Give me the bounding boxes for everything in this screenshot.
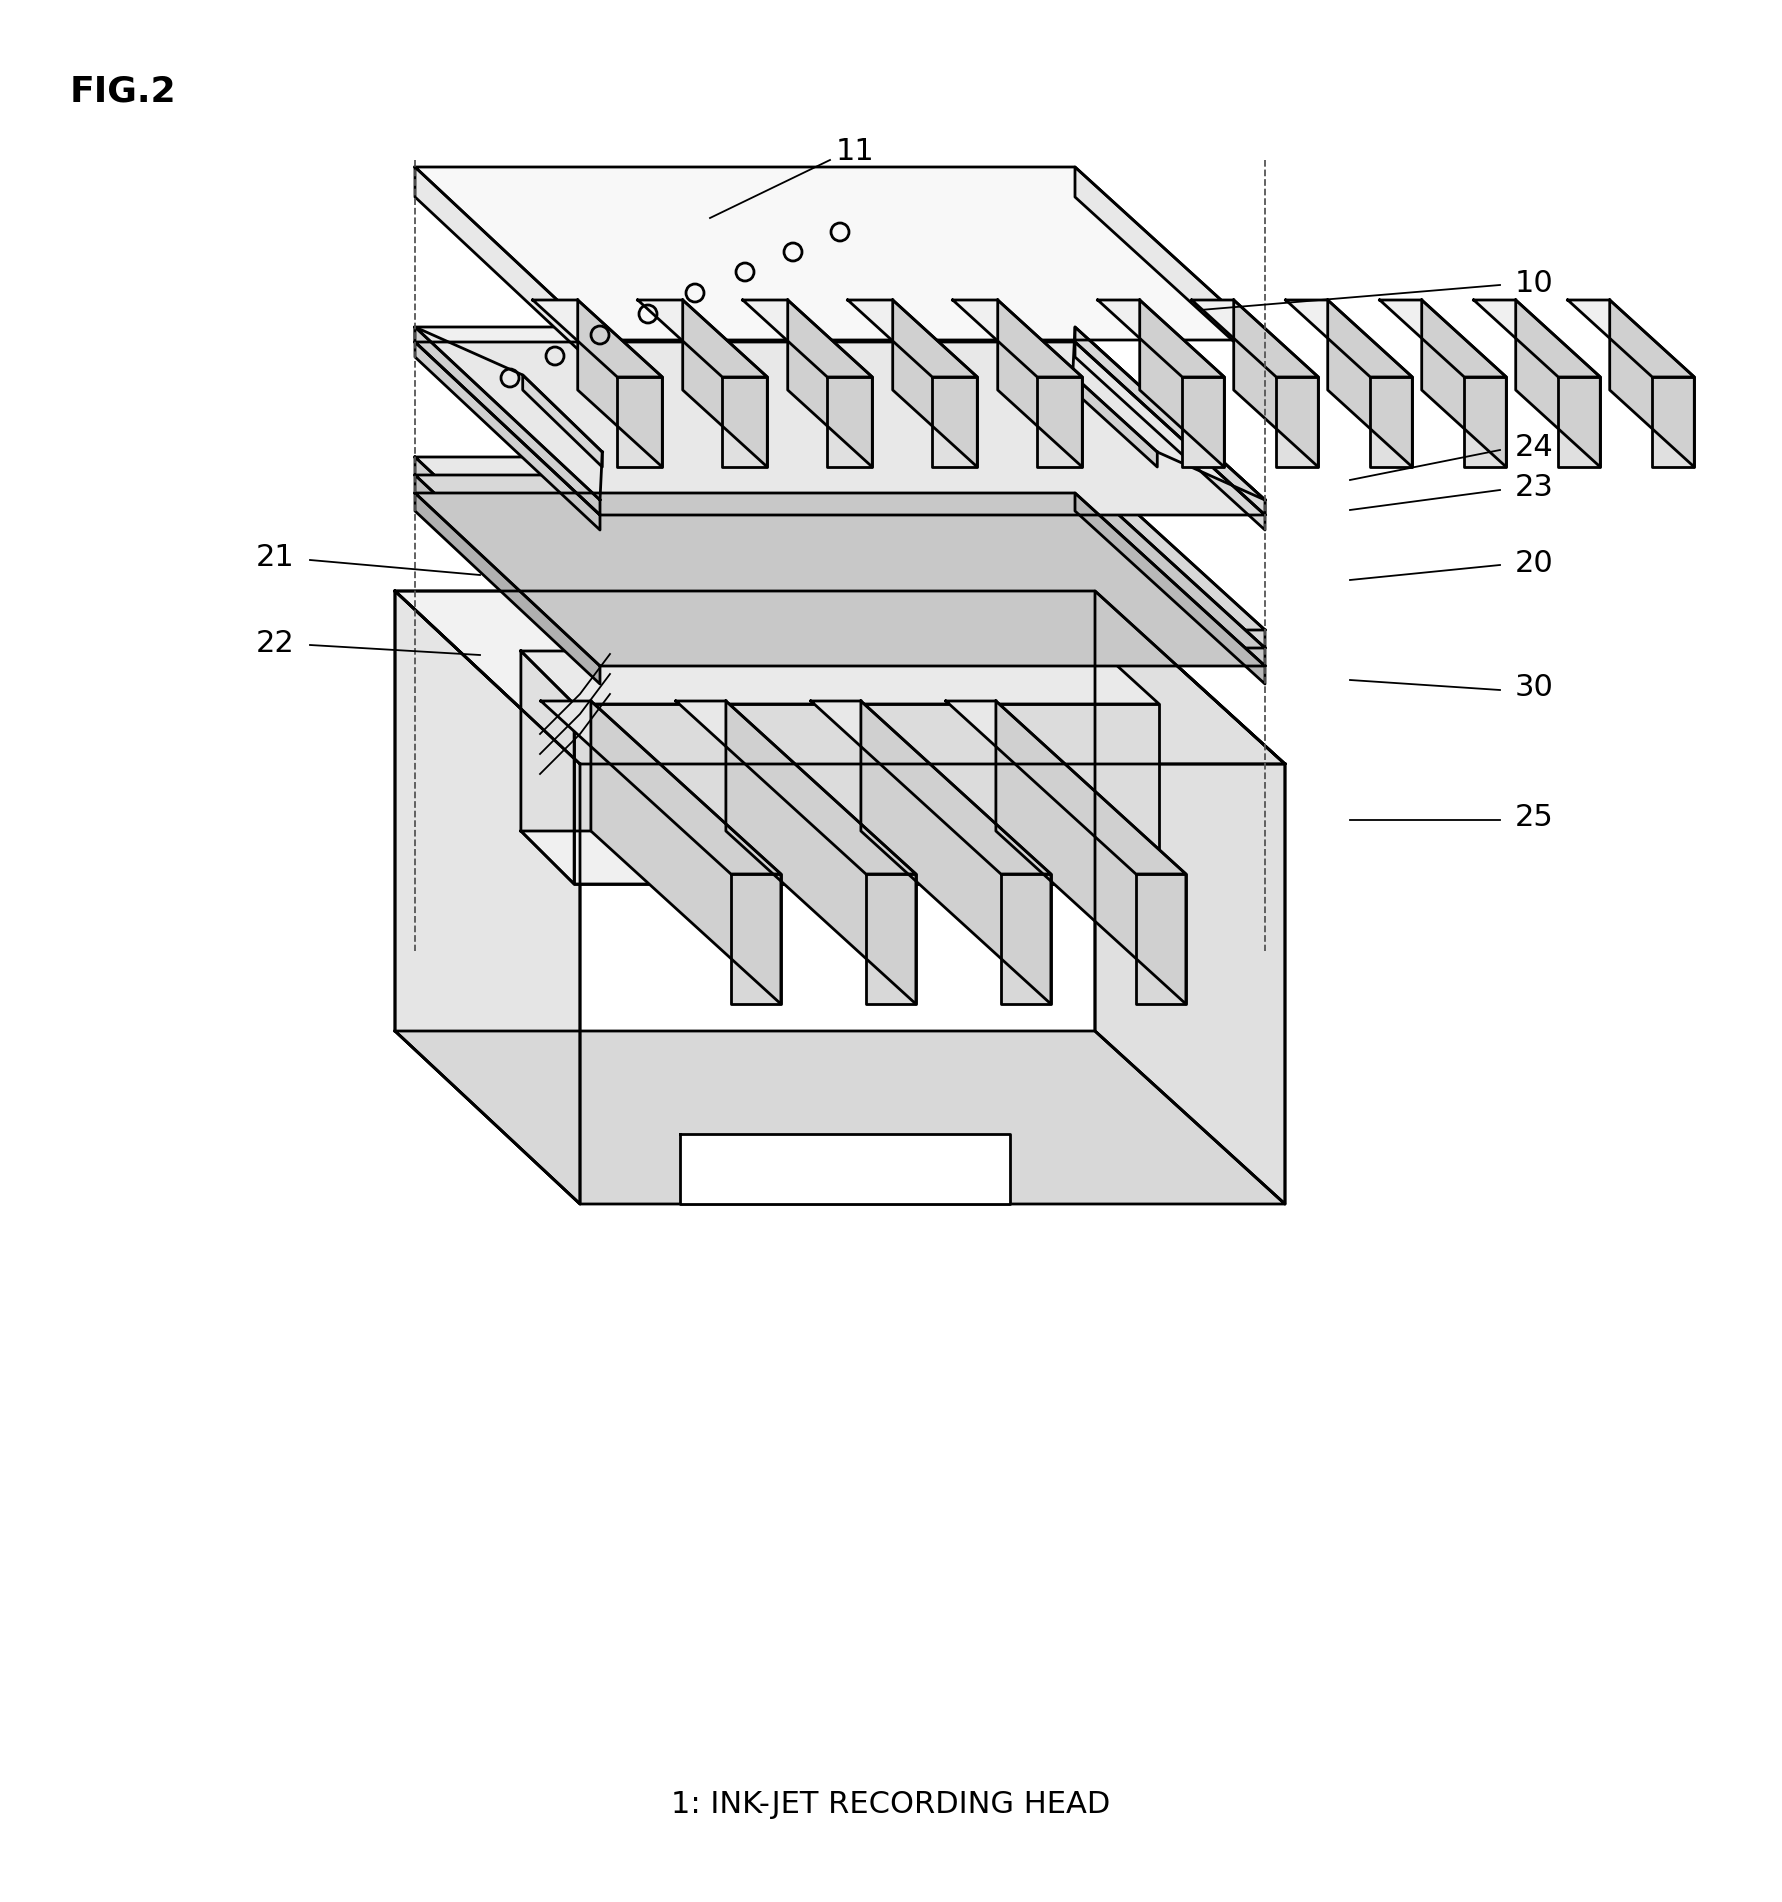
Polygon shape (725, 702, 916, 1004)
Polygon shape (415, 456, 601, 649)
Polygon shape (415, 327, 602, 500)
Polygon shape (520, 831, 1158, 884)
Polygon shape (574, 704, 1158, 884)
Polygon shape (743, 301, 871, 377)
Text: 24: 24 (1515, 434, 1552, 462)
Polygon shape (1075, 167, 1263, 371)
Polygon shape (1075, 342, 1263, 531)
Polygon shape (1652, 377, 1693, 468)
Polygon shape (1075, 456, 1263, 649)
Polygon shape (415, 342, 1263, 515)
Text: 21: 21 (257, 544, 294, 573)
Polygon shape (415, 167, 1263, 340)
Text: 11: 11 (836, 137, 873, 167)
Polygon shape (1075, 493, 1263, 685)
Polygon shape (638, 301, 766, 377)
Polygon shape (952, 301, 1082, 377)
Polygon shape (846, 301, 977, 377)
Polygon shape (415, 342, 601, 531)
Polygon shape (415, 493, 1263, 666)
Text: 20: 20 (1515, 548, 1552, 578)
Polygon shape (520, 650, 574, 884)
Polygon shape (1075, 476, 1263, 666)
Polygon shape (522, 375, 1157, 453)
Polygon shape (1233, 301, 1317, 468)
Text: 22: 22 (257, 628, 294, 658)
Polygon shape (893, 301, 977, 468)
Polygon shape (1420, 301, 1506, 468)
Polygon shape (1075, 327, 1263, 515)
Polygon shape (415, 493, 601, 685)
Polygon shape (675, 702, 916, 875)
Polygon shape (1557, 377, 1600, 468)
Polygon shape (396, 592, 579, 1204)
Text: 23: 23 (1515, 474, 1552, 502)
Polygon shape (1190, 301, 1317, 377)
Polygon shape (827, 377, 871, 468)
Polygon shape (540, 702, 781, 875)
Polygon shape (617, 377, 661, 468)
Polygon shape (683, 301, 766, 468)
Polygon shape (533, 301, 661, 377)
Polygon shape (1515, 301, 1600, 468)
Polygon shape (861, 702, 1050, 1004)
Polygon shape (396, 592, 1285, 765)
Polygon shape (946, 702, 1185, 875)
Polygon shape (520, 650, 1158, 704)
Polygon shape (1075, 327, 1263, 515)
Polygon shape (1566, 301, 1693, 377)
Polygon shape (396, 1031, 1285, 1204)
Polygon shape (811, 702, 1050, 875)
Polygon shape (1609, 301, 1693, 468)
Polygon shape (1000, 875, 1050, 1004)
Polygon shape (1181, 377, 1224, 468)
Polygon shape (1135, 875, 1185, 1004)
Polygon shape (1094, 592, 1285, 1204)
Polygon shape (415, 327, 601, 515)
Polygon shape (1474, 301, 1600, 377)
Text: 1: INK-JET RECORDING HEAD: 1: INK-JET RECORDING HEAD (672, 1790, 1110, 1818)
Polygon shape (1073, 375, 1157, 468)
Polygon shape (788, 301, 871, 468)
Polygon shape (998, 301, 1082, 468)
Text: FIG.2: FIG.2 (69, 74, 176, 108)
Text: 25: 25 (1515, 803, 1552, 833)
Polygon shape (577, 301, 661, 468)
Polygon shape (1285, 301, 1411, 377)
Polygon shape (1276, 377, 1317, 468)
Text: 10: 10 (1515, 268, 1552, 297)
Polygon shape (590, 702, 781, 1004)
Polygon shape (1463, 377, 1506, 468)
Polygon shape (1139, 301, 1224, 468)
Polygon shape (932, 377, 977, 468)
Polygon shape (1328, 301, 1411, 468)
Polygon shape (679, 1134, 1009, 1204)
Polygon shape (731, 875, 781, 1004)
Polygon shape (415, 327, 1263, 500)
Polygon shape (1037, 377, 1082, 468)
Text: 30: 30 (1515, 673, 1552, 702)
Polygon shape (415, 476, 601, 666)
Polygon shape (996, 702, 1185, 1004)
Polygon shape (415, 476, 1263, 649)
Polygon shape (722, 377, 766, 468)
Polygon shape (415, 327, 601, 515)
Polygon shape (415, 167, 601, 371)
Polygon shape (1073, 327, 1263, 500)
Polygon shape (522, 375, 602, 468)
Polygon shape (415, 456, 1263, 630)
Polygon shape (1379, 301, 1506, 377)
Polygon shape (1370, 377, 1411, 468)
Polygon shape (1098, 301, 1224, 377)
Polygon shape (866, 875, 916, 1004)
